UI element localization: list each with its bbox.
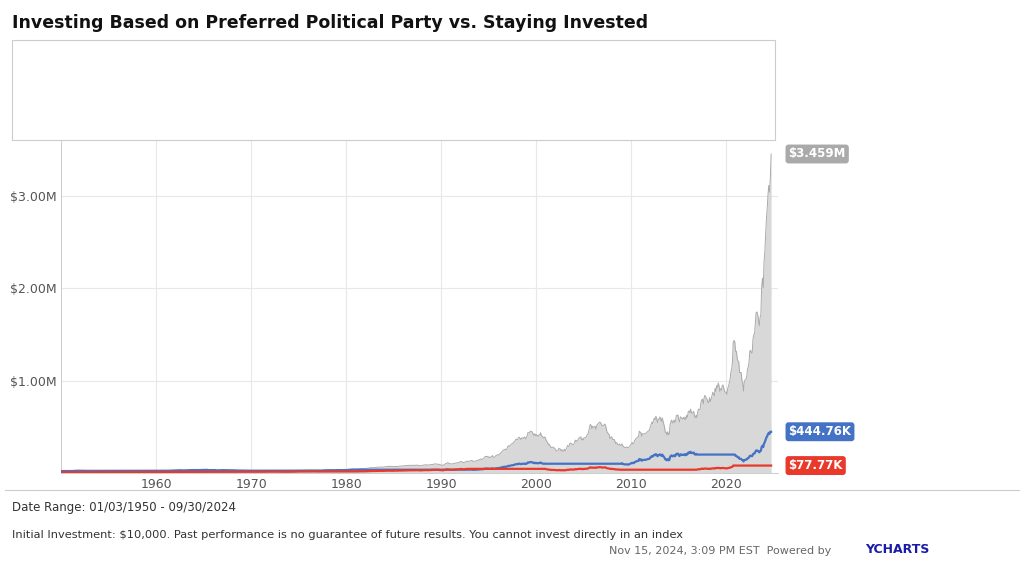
Text: $444.76K: $444.76K	[640, 72, 695, 84]
Text: ANN: ANN	[712, 40, 737, 52]
Text: 5.21%: 5.21%	[712, 72, 749, 84]
Text: Initial Investment: $10,000. Past performance is no guarantee of future results.: Initial Investment: $10,000. Past perfor…	[12, 530, 683, 540]
Text: $77.77K: $77.77K	[640, 55, 688, 68]
Text: $77.77K: $77.77K	[788, 459, 843, 472]
Text: ●: ●	[24, 88, 34, 101]
Text: ●: ●	[24, 72, 34, 84]
Text: VAL: VAL	[640, 40, 662, 52]
Text: $3.459M: $3.459M	[788, 147, 846, 160]
Text: 2.78%: 2.78%	[712, 55, 749, 68]
Text: YCHARTS: YCHARTS	[865, 543, 930, 556]
Text: $3.459M: $3.459M	[640, 88, 690, 101]
Text: ●: ●	[24, 55, 34, 68]
Text: S&P 500 – During Republican Presidencies Only – Level Growth: S&P 500 – During Republican Presidencies…	[41, 55, 402, 68]
Text: S&P 500 – During Democratic Presidencies Only – Level Growth: S&P 500 – During Democratic Presidencies…	[41, 72, 406, 84]
Text: Investing Based on Preferred Political Party vs. Staying Invested: Investing Based on Preferred Political P…	[12, 14, 648, 32]
Text: 8.14%: 8.14%	[712, 88, 748, 101]
Text: $444.76K: $444.76K	[788, 425, 852, 438]
Text: S&P 500 Level Growth: S&P 500 Level Growth	[41, 88, 169, 101]
Text: Date Range: 01/03/1950 - 09/30/2024: Date Range: 01/03/1950 - 09/30/2024	[12, 501, 237, 515]
Text: Nov 15, 2024, 3:09 PM EST  Powered by: Nov 15, 2024, 3:09 PM EST Powered by	[609, 546, 835, 556]
